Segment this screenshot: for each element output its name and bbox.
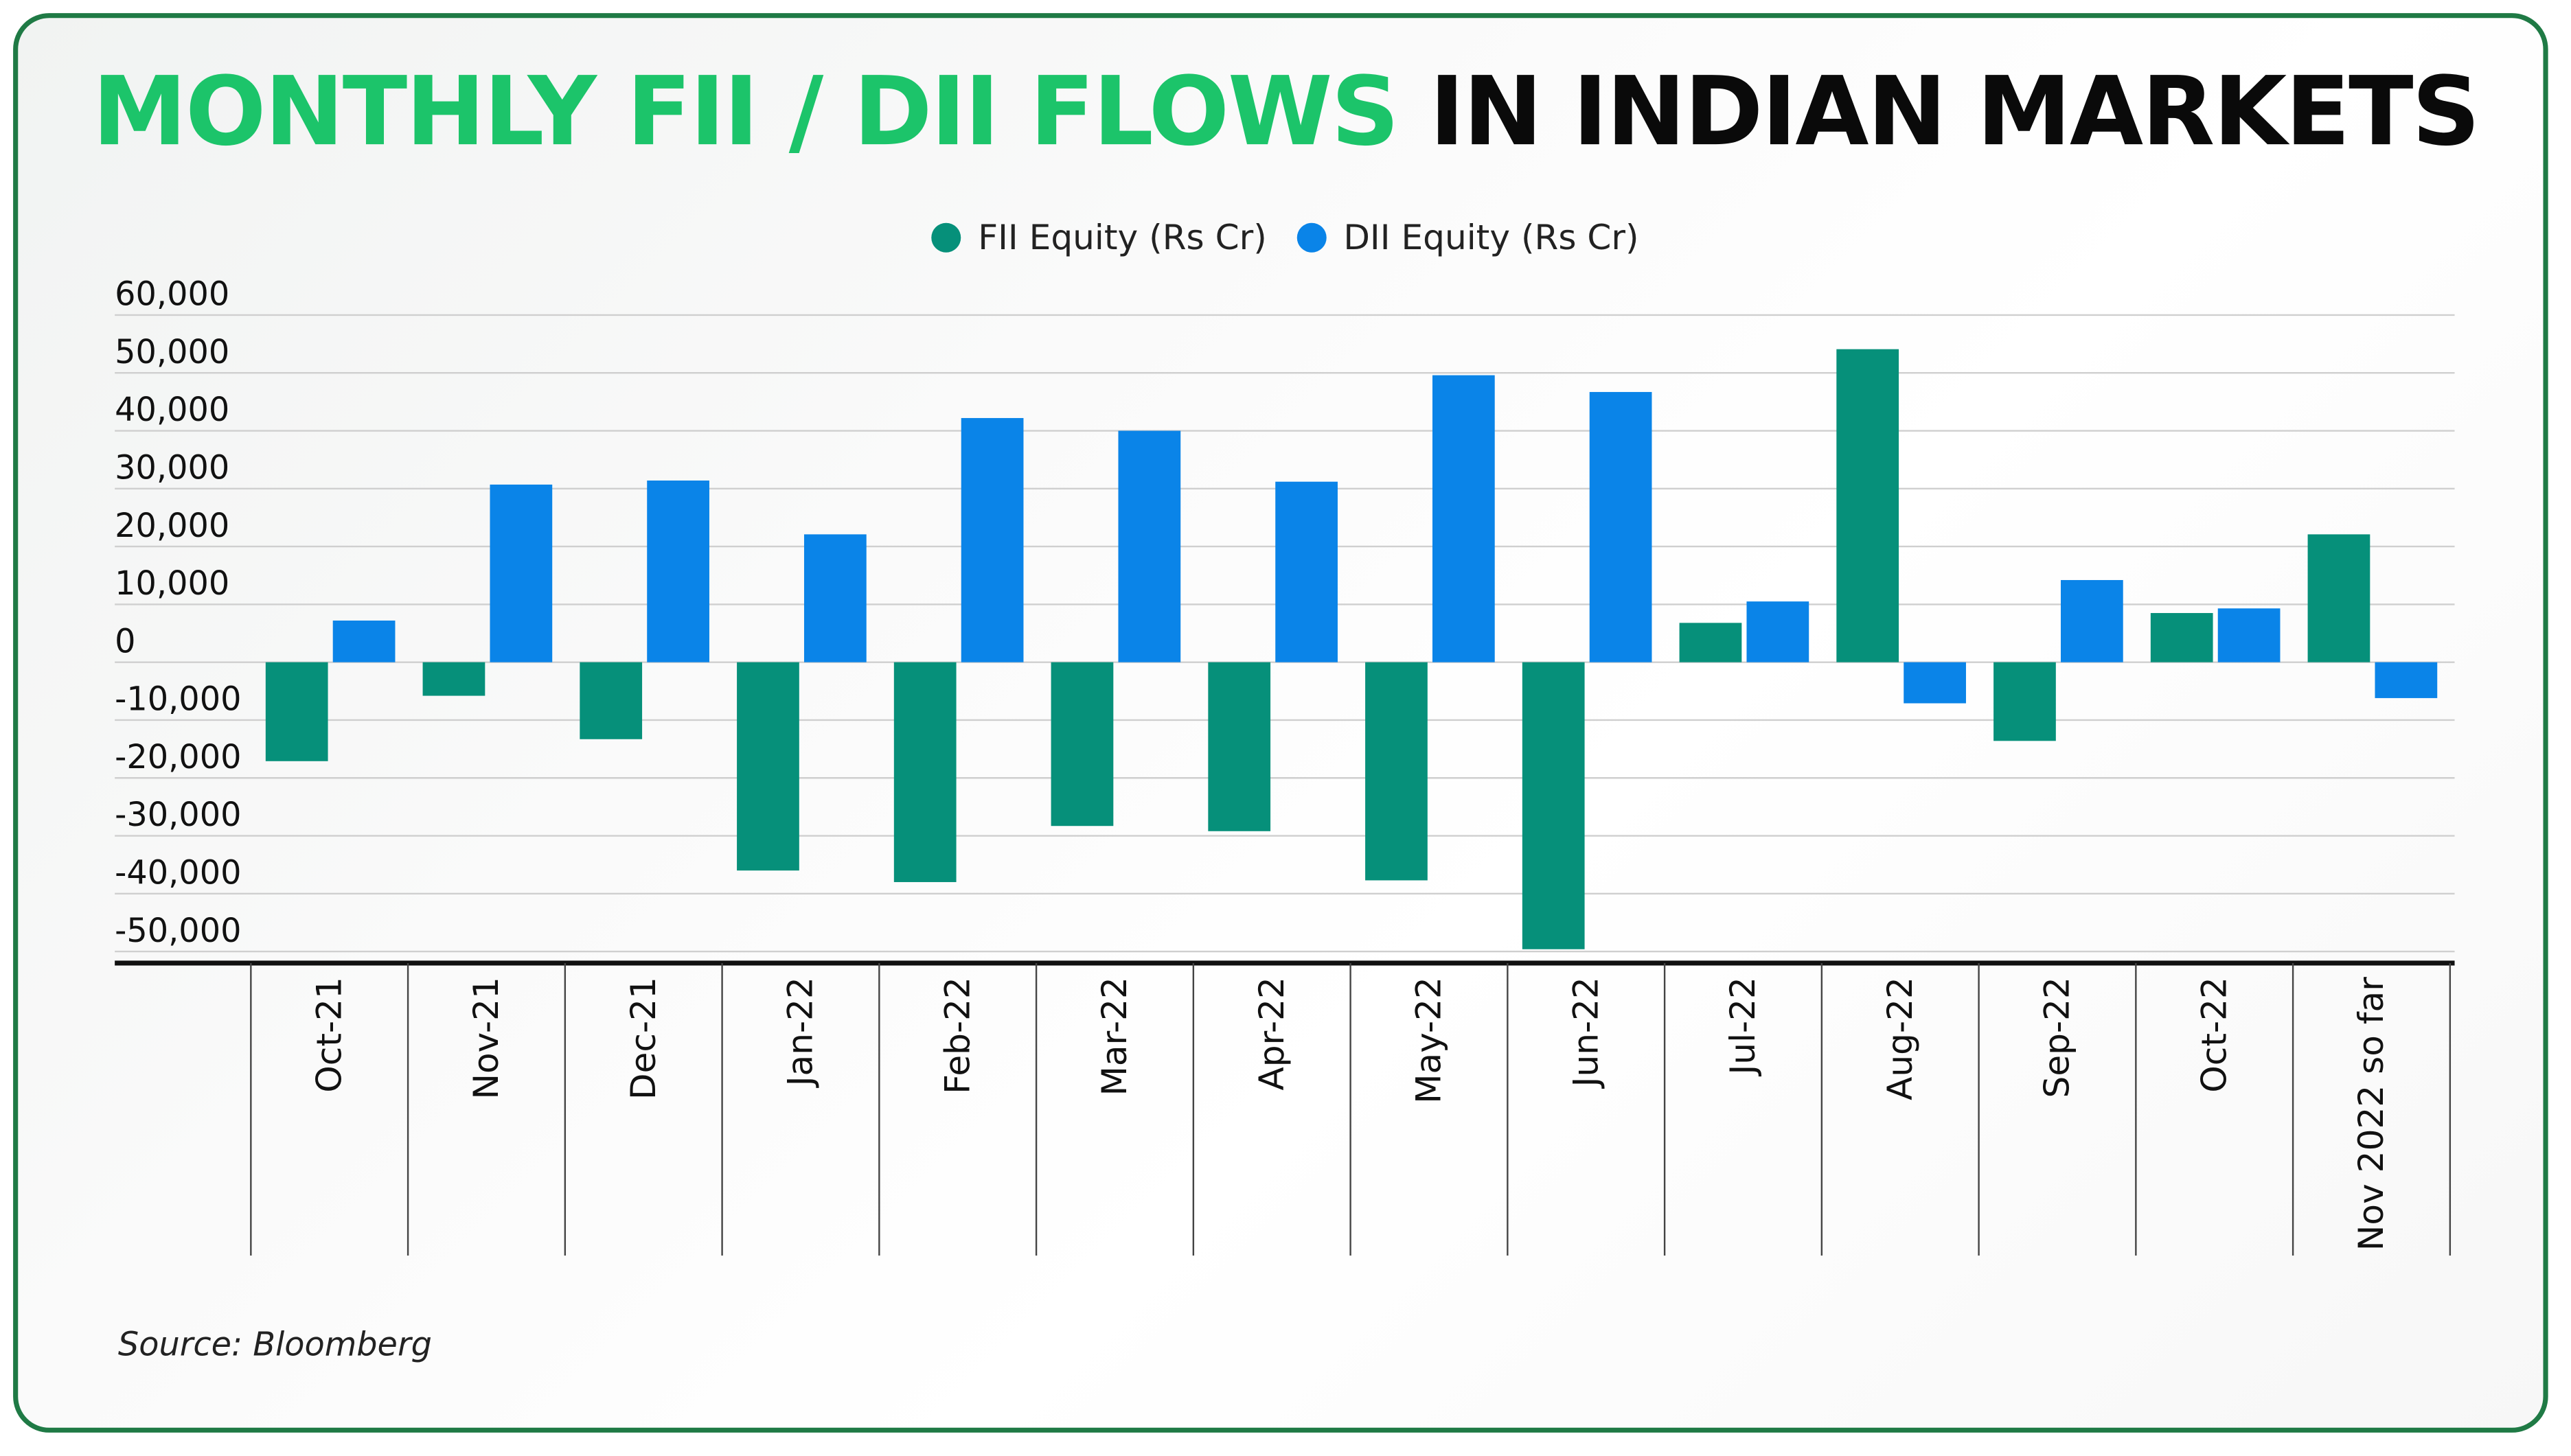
x-tick-label: Feb-22: [937, 977, 977, 1094]
bar-dii: [490, 484, 553, 662]
bar-dii: [332, 620, 396, 662]
y-tick-label: 0: [115, 623, 135, 660]
x-tick-label: Oct-22: [2193, 977, 2234, 1093]
legend-label-fii: FII Equity (Rs Cr): [978, 218, 1267, 257]
frame: [13, 13, 2548, 1433]
bar-dii: [803, 534, 867, 662]
x-tick-label: Nov 2022 so far: [2351, 977, 2391, 1251]
bar-dii: [1904, 662, 1966, 704]
x-tick-label: Jan-22: [780, 977, 821, 1088]
bar-fii: [1993, 662, 2056, 741]
bar-dii: [1432, 375, 1495, 662]
bar-dii: [2060, 579, 2123, 662]
bar-fii: [1522, 662, 1585, 949]
bar-dii: [2375, 662, 2438, 698]
y-tick-label: -20,000: [115, 739, 241, 776]
bar-fii: [265, 662, 328, 761]
legend-swatch-dii: [1297, 222, 1327, 253]
bar-dii: [1589, 392, 1652, 662]
x-tick-label: Mar-22: [1094, 977, 1134, 1096]
bar-dii: [1746, 601, 1809, 662]
chart-title: MONTHLY FII / DII FLOWS IN INDIAN MARKET…: [0, 56, 2571, 167]
x-tick-label: Dec-21: [623, 977, 663, 1100]
legend-label-dii: DII Equity (Rs Cr): [1343, 218, 1639, 257]
bar-fii: [422, 662, 485, 696]
x-tick-label: Nov-21: [466, 977, 506, 1099]
y-tick-label: -10,000: [115, 681, 241, 719]
source-note: Source: Bloomberg: [117, 1324, 432, 1364]
x-tick-label: Jul-22: [1722, 977, 1763, 1076]
bar-fii: [580, 662, 643, 739]
x-tick-label: Aug-22: [1879, 977, 1920, 1100]
y-tick-label: 50,000: [115, 334, 229, 371]
title-highlight: MONTHLY FII / DII FLOWS: [92, 56, 1399, 167]
bar-dii: [1275, 481, 1338, 662]
x-tick-label: Oct-21: [308, 977, 349, 1093]
bar-dii: [961, 417, 1024, 662]
x-tick-label: Apr-22: [1251, 977, 1292, 1090]
bar-fii: [2150, 613, 2213, 662]
legend: FII Equity (Rs Cr) DII Equity (Rs Cr): [0, 218, 2571, 261]
title-rest: IN INDIAN MARKETS: [1429, 56, 2480, 167]
bar-fii: [1365, 662, 1428, 881]
bar-dii: [647, 481, 709, 662]
bar-dii: [1118, 430, 1181, 662]
x-tick-label: Sep-22: [2037, 977, 2077, 1098]
y-tick-label: -50,000: [115, 912, 241, 950]
bar-fii: [1679, 623, 1742, 662]
y-tick-label: -40,000: [115, 855, 241, 892]
y-tick-label: 20,000: [115, 507, 229, 545]
bar-dii: [2217, 608, 2281, 662]
bar-fii: [1836, 349, 1899, 662]
legend-item-dii: DII Equity (Rs Cr): [1297, 218, 1639, 257]
x-tick-label: Jun-22: [1565, 977, 1606, 1089]
bar-fii: [737, 662, 799, 871]
bar-fii: [1208, 662, 1271, 831]
y-tick-label: -30,000: [115, 796, 241, 834]
y-tick-label: 40,000: [115, 391, 229, 429]
legend-swatch-fii: [932, 222, 962, 253]
bar-fii: [893, 662, 957, 882]
y-tick-label: 30,000: [115, 449, 229, 487]
x-tick-label: May-22: [1408, 977, 1449, 1104]
y-tick-label: 10,000: [115, 565, 229, 603]
bar-fii: [2307, 534, 2370, 662]
legend-item-fii: FII Equity (Rs Cr): [932, 218, 1267, 257]
bar-fii: [1051, 662, 1114, 827]
y-tick-label: 60,000: [115, 276, 229, 314]
